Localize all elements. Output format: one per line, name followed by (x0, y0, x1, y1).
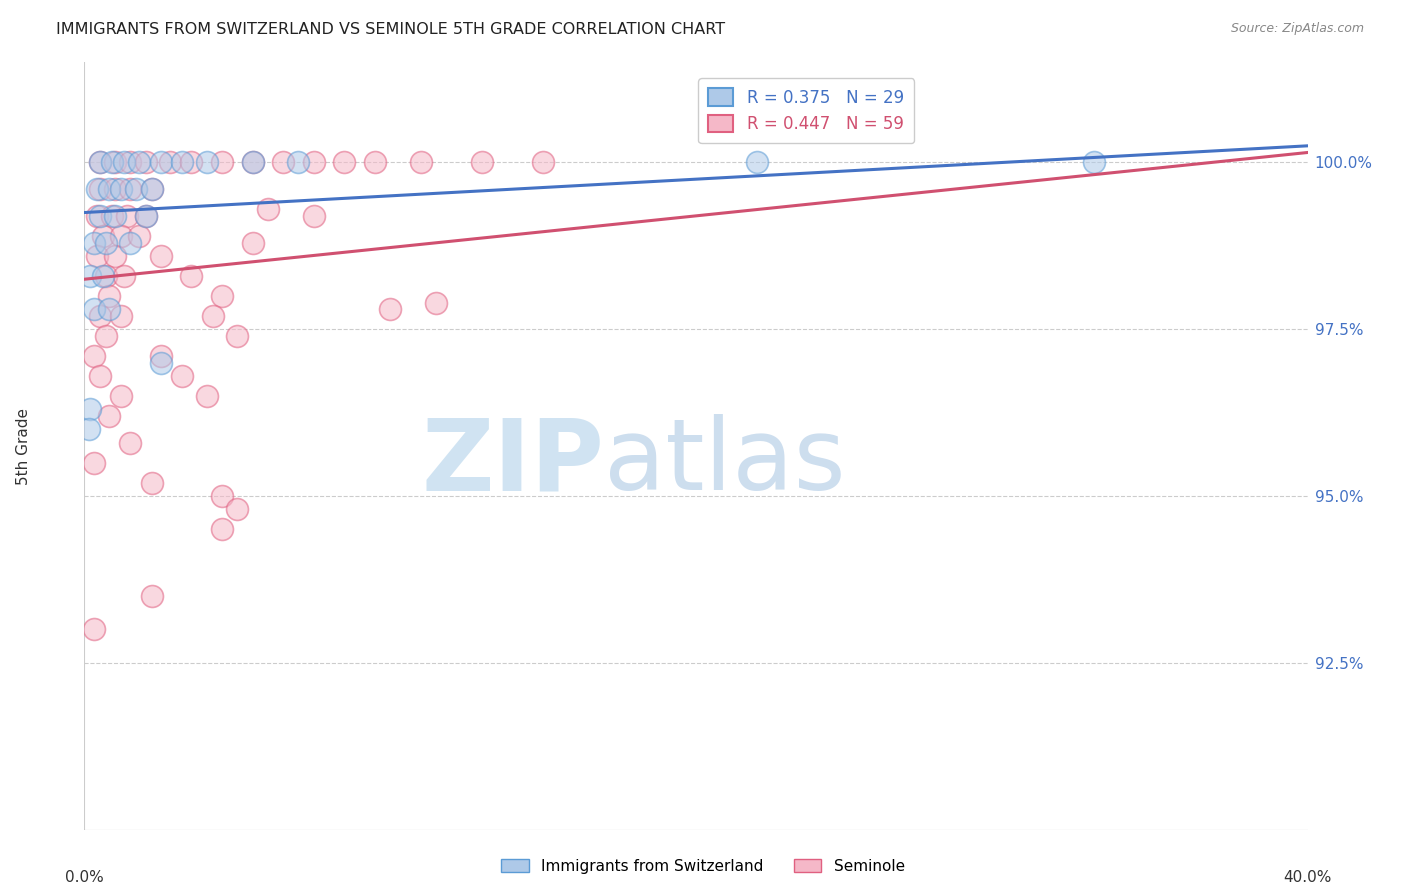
Point (83, 349, 105, 363)
Point (364, 155, 387, 169)
Text: atlas: atlas (605, 414, 846, 511)
Point (149, 155, 172, 169)
Point (226, 502, 249, 516)
Point (149, 356, 172, 370)
Point (104, 209, 127, 223)
Point (110, 228, 132, 243)
Text: 40.0%: 40.0% (1284, 870, 1331, 885)
Point (120, 435, 142, 450)
Point (128, 155, 150, 169)
Point (112, 155, 135, 169)
Point (89, 209, 111, 223)
Point (89, 182, 111, 196)
Point (271, 155, 294, 169)
Point (195, 155, 218, 169)
Legend: R = 0.375   N = 29, R = 0.447   N = 59: R = 0.375 N = 29, R = 0.447 N = 59 (699, 78, 914, 143)
Point (242, 155, 264, 169)
Point (94, 235, 117, 250)
Point (149, 349, 172, 363)
Point (242, 235, 264, 250)
Point (101, 155, 124, 169)
Point (110, 389, 132, 403)
Point (159, 155, 181, 169)
Text: Source: ZipAtlas.com: Source: ZipAtlas.com (1230, 22, 1364, 36)
Point (747, 155, 769, 169)
Point (141, 182, 163, 196)
Point (1083, 155, 1105, 169)
Point (97, 182, 120, 196)
Point (531, 155, 554, 169)
Point (287, 155, 309, 169)
Point (180, 155, 202, 169)
Point (471, 155, 494, 169)
Point (86, 182, 108, 196)
Text: 0.0%: 0.0% (65, 870, 104, 885)
Point (141, 589, 163, 603)
Point (149, 249, 172, 263)
Point (97, 289, 120, 303)
Point (89, 309, 111, 323)
Point (172, 155, 194, 169)
Point (110, 182, 132, 196)
Point (257, 202, 280, 217)
Point (86, 209, 108, 223)
Point (83, 456, 105, 470)
Point (79, 268, 101, 283)
Point (83, 623, 105, 637)
Point (242, 155, 264, 169)
Point (104, 182, 127, 196)
Point (110, 309, 132, 323)
Point (86, 249, 108, 263)
Point (104, 155, 127, 169)
Point (89, 155, 111, 169)
Point (89, 155, 111, 169)
Point (425, 295, 447, 310)
Point (302, 155, 325, 169)
Point (120, 182, 142, 196)
Point (128, 228, 150, 243)
Point (115, 209, 138, 223)
Point (226, 329, 249, 343)
Point (180, 268, 202, 283)
Point (195, 389, 218, 403)
Point (380, 302, 402, 317)
Point (211, 155, 233, 169)
Point (211, 522, 233, 536)
Point (97, 302, 120, 317)
Text: 5th Grade: 5th Grade (15, 408, 31, 484)
Point (97, 409, 120, 423)
Point (211, 289, 233, 303)
Text: ZIP: ZIP (422, 414, 605, 511)
Point (91, 228, 114, 243)
Point (77, 422, 100, 436)
Point (83, 302, 105, 317)
Point (79, 402, 101, 417)
Point (104, 249, 127, 263)
Point (302, 209, 325, 223)
Point (125, 182, 148, 196)
Point (89, 368, 111, 383)
Point (91, 268, 114, 283)
Point (135, 155, 157, 169)
Point (141, 182, 163, 196)
Point (83, 235, 105, 250)
Point (94, 268, 117, 283)
Point (94, 329, 117, 343)
Point (201, 309, 224, 323)
Point (120, 155, 142, 169)
Point (135, 209, 157, 223)
Point (172, 368, 194, 383)
Legend: Immigrants from Switzerland, Seminole: Immigrants from Switzerland, Seminole (495, 853, 911, 880)
Point (333, 155, 356, 169)
Point (120, 235, 142, 250)
Point (409, 155, 432, 169)
Text: IMMIGRANTS FROM SWITZERLAND VS SEMINOLE 5TH GRADE CORRELATION CHART: IMMIGRANTS FROM SWITZERLAND VS SEMINOLE … (56, 22, 725, 37)
Point (141, 475, 163, 490)
Point (101, 209, 124, 223)
Point (112, 268, 135, 283)
Point (211, 489, 233, 503)
Point (135, 209, 157, 223)
